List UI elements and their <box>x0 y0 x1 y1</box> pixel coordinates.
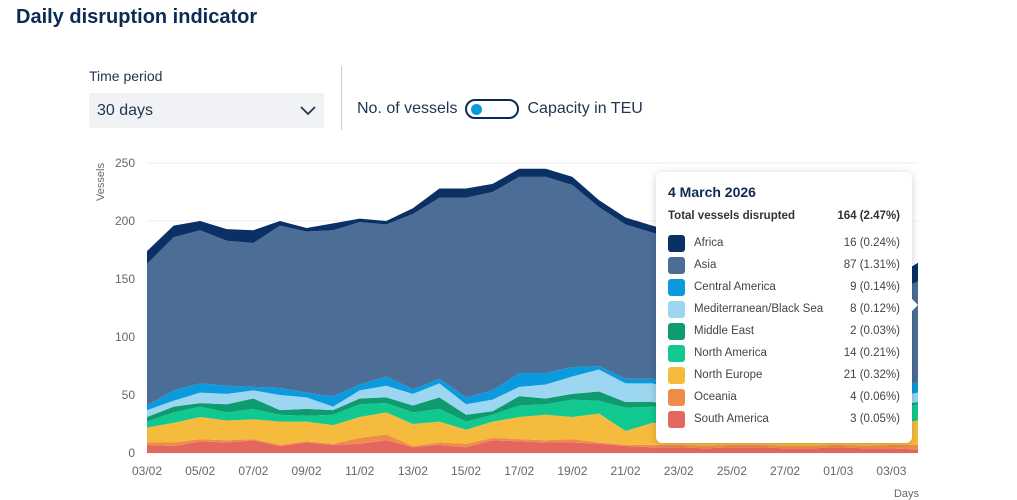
page-title: Daily disruption indicator <box>16 6 258 28</box>
toggle-knob <box>471 104 483 115</box>
tooltip-total-value: 164 (2.47%) <box>837 210 900 222</box>
legend-swatch <box>668 366 685 384</box>
tooltip-row: North America 14 (0.21%) <box>668 342 900 364</box>
tooltip-row: Asia 87 (1.31%) <box>668 254 900 276</box>
legend-swatch <box>668 234 685 252</box>
tooltip-series-name: Mediterranean/Black Sea <box>694 303 824 315</box>
tooltip-series-value: 14 (0.21%) <box>843 347 900 359</box>
x-tick-label: 03/03 <box>876 464 906 478</box>
legend-swatch <box>668 410 685 428</box>
x-tick-label: 19/02 <box>557 464 587 478</box>
tooltip-date: 4 March 2026 <box>668 184 756 200</box>
x-tick-label: 17/02 <box>504 464 534 478</box>
divider <box>341 66 342 130</box>
legend-swatch <box>668 388 685 406</box>
tooltip-series-name: South America <box>694 413 769 425</box>
tooltip-series-value: 21 (0.32%) <box>843 369 900 381</box>
time-period-select[interactable]: 30 days <box>89 93 324 128</box>
tooltip-series-value: 16 (0.24%) <box>843 237 900 249</box>
tooltip-series-name: Central America <box>694 281 776 293</box>
x-tick-label: 03/02 <box>132 464 162 478</box>
metric-toggle[interactable] <box>465 99 520 119</box>
y-tick-label: 200 <box>115 214 135 228</box>
time-period-value: 30 days <box>97 101 154 119</box>
tooltip-series-name: North America <box>694 347 767 359</box>
tooltip-series-name: Oceania <box>694 391 737 403</box>
tooltip-row: Oceania 4 (0.06%) <box>668 386 900 408</box>
y-tick-label: 50 <box>122 388 136 402</box>
legend-swatch <box>668 256 685 274</box>
legend-swatch <box>668 344 685 362</box>
tooltip-series-name: Africa <box>694 237 724 249</box>
tooltip-row: Africa 16 (0.24%) <box>668 232 900 254</box>
chart-tooltip: 4 March 2026 Total vessels disrupted 164… <box>656 172 918 443</box>
legend-swatch <box>668 300 685 318</box>
toggle-label-vessels[interactable]: No. of vessels <box>357 100 458 117</box>
y-tick-label: 250 <box>115 156 135 170</box>
area-middle-east <box>147 391 918 422</box>
tooltip-row: Mediterranean/Black Sea 8 (0.12%) <box>668 298 900 320</box>
x-tick-label: 13/02 <box>398 464 428 478</box>
y-axis-label: Vessels <box>95 163 107 201</box>
tooltip-total: Total vessels disrupted 164 (2.47%) <box>668 210 900 222</box>
tooltip-series-name: Middle East <box>694 325 755 337</box>
x-tick-label: 27/02 <box>770 464 800 478</box>
y-tick-label: 0 <box>128 446 135 460</box>
toggle-label-teu[interactable]: Capacity in TEU <box>527 100 643 117</box>
tooltip-series-value: 9 (0.14%) <box>850 281 900 293</box>
tooltip-series-value: 4 (0.06%) <box>850 391 900 403</box>
x-tick-label: 25/02 <box>717 464 747 478</box>
tooltip-series-name: North Europe <box>694 369 763 381</box>
time-period-label: Time period <box>89 68 163 84</box>
tooltip-series-name: Asia <box>694 259 717 271</box>
x-tick-label: 15/02 <box>451 464 481 478</box>
area-central-america <box>147 366 918 411</box>
x-axis-label: Days <box>894 488 920 500</box>
x-tick-label: 23/02 <box>664 464 694 478</box>
x-tick-label: 01/03 <box>823 464 853 478</box>
tooltip-series-value: 87 (1.31%) <box>843 259 900 271</box>
area-oceania <box>147 434 918 450</box>
x-tick-label: 09/02 <box>292 464 322 478</box>
x-tick-label: 05/02 <box>185 464 215 478</box>
x-tick-label: 11/02 <box>345 464 374 478</box>
tooltip-row: Middle East 2 (0.03%) <box>668 320 900 342</box>
tooltip-series-value: 3 (0.05%) <box>850 413 900 425</box>
metric-toggle-group: No. of vessels Capacity in TEU <box>357 99 643 119</box>
legend-swatch <box>668 322 685 340</box>
y-tick-label: 100 <box>115 330 135 344</box>
tooltip-row: North Europe 21 (0.32%) <box>668 364 900 386</box>
tooltip-total-label: Total vessels disrupted <box>668 210 795 222</box>
chevron-down-icon <box>300 105 316 115</box>
tooltip-series-value: 2 (0.03%) <box>850 325 900 337</box>
tooltip-row: South America 3 (0.05%) <box>668 408 900 430</box>
x-tick-label: 21/02 <box>611 464 641 478</box>
area-south-america <box>147 440 918 453</box>
x-tick-label: 07/02 <box>238 464 268 478</box>
y-tick-label: 150 <box>115 272 135 286</box>
tooltip-series-value: 8 (0.12%) <box>850 303 900 315</box>
tooltip-row: Central America 9 (0.14%) <box>668 276 900 298</box>
legend-swatch <box>668 278 685 296</box>
